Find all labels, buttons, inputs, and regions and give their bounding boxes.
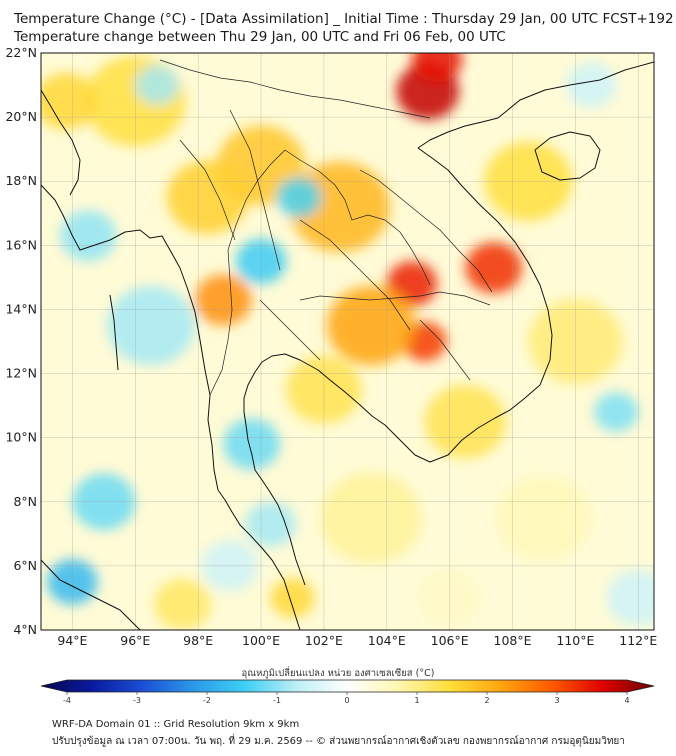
lon-tick-label: 98°E <box>183 633 213 648</box>
lon-tick-label: 96°E <box>120 633 150 648</box>
colorbar: -4 -3 -2 -1 0 1 2 3 4 <box>40 679 655 705</box>
anomaly-blob-29 <box>594 392 639 432</box>
lat-tick-label: 14°N <box>5 301 37 316</box>
anomaly-blob-32 <box>606 569 654 627</box>
colorbar-tick-label: 4 <box>624 696 629 705</box>
anomaly-blob-28 <box>135 65 180 105</box>
lon-tick-label: 94°E <box>57 633 87 648</box>
lat-tick-label: 16°N <box>5 237 37 252</box>
coastlines <box>41 61 654 630</box>
coastline-thailand-gulf <box>243 353 373 471</box>
border-laos-thailand <box>284 149 431 286</box>
footer-credit: ปรับปรุงข้อมูล ณ เวลา 07:00น. วัน พฤ. ที… <box>52 736 625 747</box>
lon-tick-label: 112°E <box>619 633 657 648</box>
anomaly-blob-1 <box>411 53 463 83</box>
lon-tick-label: 106°E <box>431 633 469 648</box>
anomaly-blob-14 <box>424 384 507 459</box>
anomaly-blob-5 <box>327 285 416 366</box>
lon-tick-label: 108°E <box>494 633 532 648</box>
latitude-labels: 22°N 20°N 18°N 16°N 14°N 12°N 10°N 8°N 6°N 4°N <box>5 45 37 637</box>
border-province-d <box>259 299 321 361</box>
colorbar-tick-label: -3 <box>133 696 141 705</box>
border-province-a <box>229 109 281 271</box>
lat-tick-label: 6°N <box>13 558 37 573</box>
border-cambodia <box>299 291 491 306</box>
border-province-c <box>299 219 411 331</box>
colorbar-tick-label: 3 <box>554 696 559 705</box>
colorbar-title: อุณหภูมิเปลี่ยนแปลง หน่วย องศาเซลเซียส (… <box>241 668 435 679</box>
lat-tick-label: 20°N <box>5 109 37 124</box>
longitude-labels: 94°E 96°E 98°E 100°E 102°E 104°E 106°E 108°E 110… <box>57 633 657 648</box>
map-frame <box>40 52 655 631</box>
anomaly-blob-19 <box>496 475 592 561</box>
anomaly-blob-9 <box>166 160 249 235</box>
lat-tick-label: 10°N <box>5 430 37 445</box>
map-title: Temperature Change (°C) - [Data Assimila… <box>14 11 674 27</box>
lon-tick-label: 110°E <box>556 633 594 648</box>
lat-tick-label: 18°N <box>5 173 37 188</box>
lat-tick-label: 8°N <box>13 494 37 509</box>
coastline-hainan <box>534 131 601 181</box>
anomaly-blob-18 <box>154 578 211 630</box>
coastline-cambodia-vietnam-south <box>371 147 553 463</box>
lat-tick-label: 22°N <box>5 45 37 60</box>
coastline-sumatra <box>41 559 141 630</box>
colorbar-scale <box>40 679 655 693</box>
coastline-west-bay <box>41 89 81 196</box>
anomaly-blob-11 <box>41 72 98 130</box>
anomaly-blob-23 <box>245 501 296 547</box>
lat-tick-label: 12°N <box>5 366 37 381</box>
border-laos-vietnam <box>359 169 493 293</box>
lon-tick-label: 102°E <box>305 633 343 648</box>
anomaly-blob-26 <box>107 285 196 366</box>
anomaly-blob-22 <box>223 418 280 470</box>
coastline-gulf-of-thailand <box>217 489 301 630</box>
colorbar-tick-label: -2 <box>203 696 211 705</box>
anomaly-blob-2 <box>465 242 522 294</box>
coastline-south-china <box>497 61 654 119</box>
colorbar-tick-label: 1 <box>414 696 419 705</box>
border-myanmar-thailand <box>209 149 286 396</box>
anomaly-blob-30 <box>565 62 617 108</box>
lon-tick-label: 104°E <box>368 633 406 648</box>
admin-borders <box>159 59 493 396</box>
footer-resolution: WRF-DA Domain 01 :: Grid Resolution 9km … <box>52 719 300 730</box>
colorbar-tick-label: -1 <box>273 696 281 705</box>
lon-tick-label: 100°E <box>242 633 280 648</box>
border-province-e <box>419 319 471 381</box>
border-province-b <box>179 139 236 241</box>
graticule <box>41 53 654 630</box>
coastline-andaman-islands <box>109 294 119 371</box>
anomaly-blob-16 <box>320 472 422 564</box>
coastline-malay-east <box>254 469 306 586</box>
colorbar-ticks: -4 -3 -2 -1 0 1 2 3 4 <box>63 692 630 705</box>
anomaly-blob-20 <box>276 177 321 218</box>
anomaly-blob-17 <box>270 578 315 618</box>
anomaly-blob-8 <box>195 274 252 326</box>
coastline-gulf-of-tonkin <box>417 117 499 149</box>
anomaly-blob-27 <box>59 210 117 262</box>
colorbar-tick-label: 2 <box>484 696 489 705</box>
lat-tick-label: 4°N <box>13 622 37 637</box>
coastline-myanmar-west <box>41 184 219 491</box>
border-china-south <box>159 59 431 119</box>
map-subtitle: Temperature change between Thu 29 Jan, 0… <box>14 29 506 45</box>
colorbar-tick-label: -4 <box>63 696 71 705</box>
colorbar-tick-label: 0 <box>344 696 349 705</box>
